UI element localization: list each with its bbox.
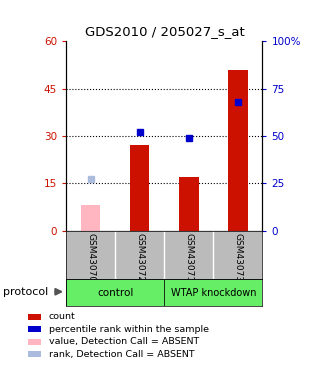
- Text: GSM43070: GSM43070: [86, 233, 95, 282]
- Bar: [164, 279, 262, 306]
- Text: GDS2010 / 205027_s_at: GDS2010 / 205027_s_at: [85, 26, 245, 38]
- Text: value, Detection Call = ABSENT: value, Detection Call = ABSENT: [49, 337, 199, 346]
- Bar: [130, 146, 149, 231]
- Text: count: count: [49, 312, 76, 321]
- Bar: [66, 279, 164, 306]
- Text: GSM43071: GSM43071: [184, 233, 193, 282]
- Bar: [81, 206, 100, 231]
- Text: rank, Detection Call = ABSENT: rank, Detection Call = ABSENT: [49, 350, 194, 358]
- Text: GSM43072: GSM43072: [135, 233, 144, 282]
- Bar: [179, 177, 199, 231]
- Text: WTAP knockdown: WTAP knockdown: [171, 288, 256, 297]
- Text: GSM43073: GSM43073: [233, 233, 242, 282]
- Bar: [228, 70, 248, 231]
- Text: control: control: [97, 288, 133, 297]
- Text: protocol: protocol: [3, 287, 49, 297]
- Text: percentile rank within the sample: percentile rank within the sample: [49, 325, 209, 334]
